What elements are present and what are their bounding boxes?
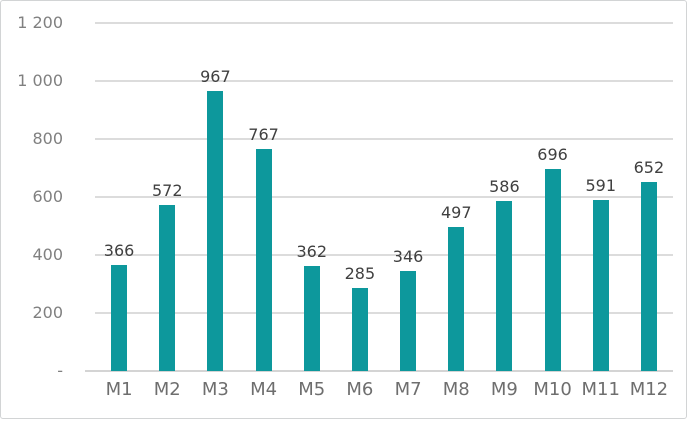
bar-M3 xyxy=(207,90,224,371)
x-axis-label: M11 xyxy=(581,379,620,400)
x-axis-label: M3 xyxy=(201,379,229,400)
gridline xyxy=(95,80,673,82)
gridline xyxy=(95,254,673,256)
bar-M10 xyxy=(544,169,561,371)
y-axis-tick-label: 1 000 xyxy=(17,71,63,90)
x-axis-label: M9 xyxy=(490,379,518,400)
x-axis-label: M2 xyxy=(153,379,181,400)
bar-value-label: 362 xyxy=(296,242,327,262)
bar-M7 xyxy=(400,270,417,371)
bar-value-label: 591 xyxy=(585,175,616,195)
y-axis-tick-label: - xyxy=(57,361,63,380)
bar-M9 xyxy=(496,201,513,371)
bar-value-label: 696 xyxy=(537,145,568,165)
x-axis-label: M1 xyxy=(105,379,133,400)
bar-M1 xyxy=(111,264,128,371)
bar-M4 xyxy=(255,148,272,371)
y-axis-tick-label: 400 xyxy=(32,245,63,264)
bar-value-label: 572 xyxy=(151,181,183,201)
gridline xyxy=(95,22,673,24)
bar-M6 xyxy=(351,288,368,371)
x-axis-label: M8 xyxy=(442,379,470,400)
y-axis-tick-label: 1 200 xyxy=(17,13,63,32)
bar-M5 xyxy=(303,266,320,371)
x-axis-line xyxy=(85,370,673,372)
gridline xyxy=(95,138,673,140)
bar-value-label: 967 xyxy=(200,66,231,86)
gridline xyxy=(95,196,673,198)
x-axis-label: M4 xyxy=(250,379,278,400)
bar-M11 xyxy=(592,199,609,371)
x-axis-label: M5 xyxy=(298,379,326,400)
bar-value-label: 346 xyxy=(392,246,424,266)
x-axis-label: M10 xyxy=(533,379,572,400)
bar-value-label: 652 xyxy=(633,157,665,177)
bar-M8 xyxy=(448,226,465,371)
bar-value-label: 586 xyxy=(489,177,520,197)
x-axis-label: M7 xyxy=(394,379,422,400)
bar-value-label: 285 xyxy=(344,264,376,284)
bar-M12 xyxy=(640,181,657,371)
bar-M2 xyxy=(159,205,176,371)
bar-value-label: 366 xyxy=(103,240,135,260)
gridline xyxy=(95,312,673,314)
x-axis-label: M6 xyxy=(346,379,374,400)
bar-value-label: 767 xyxy=(248,124,279,144)
x-axis-label: M12 xyxy=(629,379,669,400)
plot-area xyxy=(85,22,673,372)
y-axis-tick-label: 800 xyxy=(32,129,63,148)
bar-value-label: 497 xyxy=(440,202,472,222)
y-axis-tick-label: 200 xyxy=(32,303,63,322)
y-axis-tick-label: 600 xyxy=(32,187,63,206)
